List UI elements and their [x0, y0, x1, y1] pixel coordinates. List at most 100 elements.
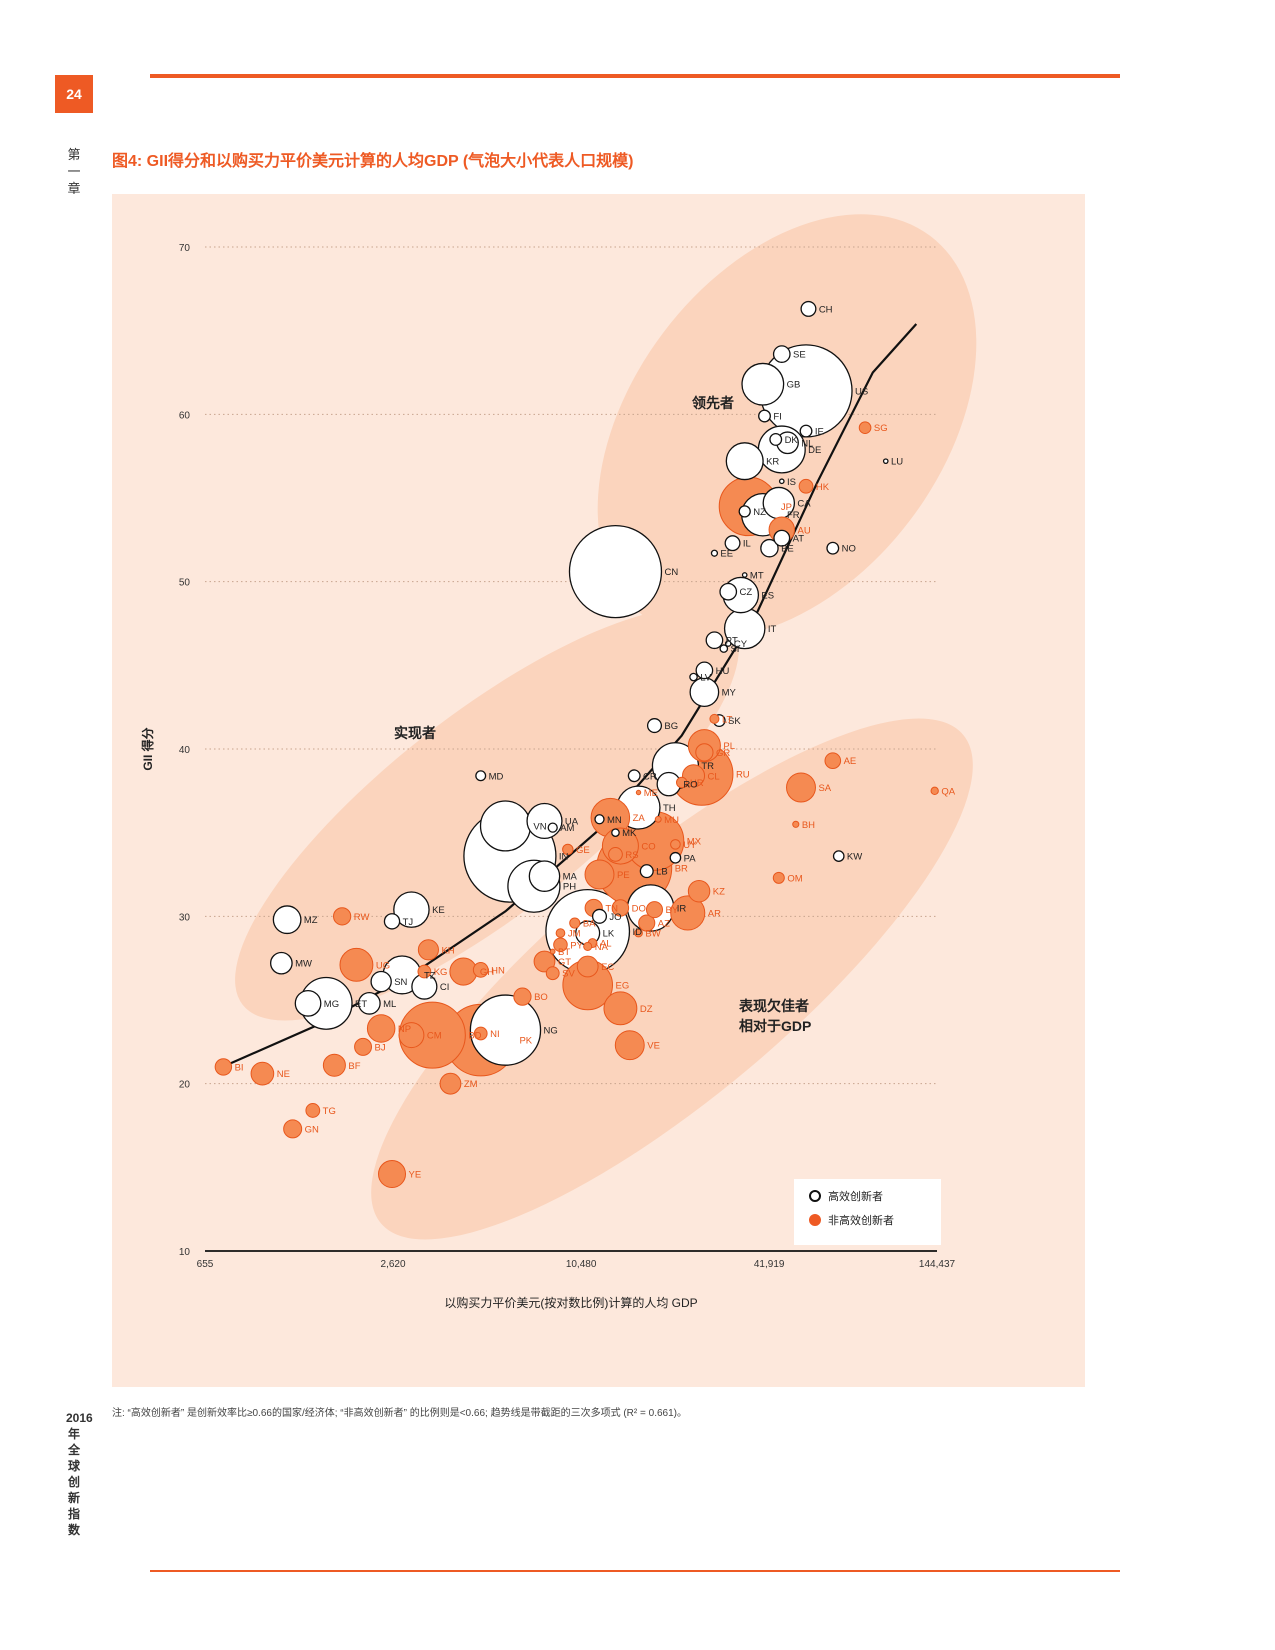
bubble-label-nl: NL: [801, 438, 813, 449]
bubble-label-pl: PL: [723, 741, 735, 752]
bubble-cr: [627, 769, 641, 783]
bubble-label-kg: KG: [434, 967, 448, 978]
bubble-label-bi: BI: [235, 1062, 244, 1073]
bubble-is: [778, 478, 785, 485]
bubble-kr: [725, 442, 764, 481]
bubble-ve: [614, 1030, 645, 1061]
bubble-ie: [799, 424, 813, 438]
bubble-label-cr: CR: [643, 771, 657, 782]
bubble-az: [638, 914, 656, 932]
y-tick-label: 10: [179, 1247, 191, 1258]
bubble-label-ca: CA: [797, 499, 811, 510]
bubble-kh: [417, 939, 439, 961]
bubble-bw: [634, 928, 643, 938]
bubble-label-mg: MG: [324, 999, 339, 1010]
bubble-label-kr: KR: [766, 457, 779, 468]
bubble-kw: [832, 850, 845, 862]
bubble-se: [772, 345, 791, 363]
bubble-label-by: BY: [666, 905, 679, 916]
bubble-label-bj: BJ: [375, 1042, 386, 1053]
bubble-label-om: OM: [787, 873, 802, 884]
bubble-dz: [603, 991, 638, 1026]
bubble-mk: [611, 828, 620, 837]
bubble-label-br: BR: [675, 863, 688, 874]
bubble-label-ar: AR: [708, 908, 721, 919]
ellipse-underperformers: [371, 718, 973, 1240]
bubble-mt: [741, 572, 748, 578]
bubble-ml: [357, 991, 381, 1015]
bubble-label-uy: UY: [683, 840, 697, 851]
bubble-fi: [758, 409, 771, 423]
bubble-label-na: NA: [595, 942, 609, 953]
bubble-bf: [322, 1053, 346, 1077]
bubble-label-dk: DK: [785, 435, 799, 446]
figure-note: 注: “高效创新者” 是创新效率比≥0.66的国家/经济体; “非高效创新者” …: [112, 1408, 687, 1419]
bubble-label-si: SI: [730, 644, 739, 655]
bubble-lt: [709, 713, 720, 724]
bubble-label-bw: BW: [645, 929, 660, 940]
bubble-label-sk: SK: [728, 716, 741, 727]
bubble-label-ba: BA: [583, 919, 596, 930]
bubble-label-ci: CI: [440, 982, 450, 993]
bubble-label-gn: GN: [305, 1124, 319, 1135]
bubble-tj: [383, 913, 401, 930]
bubble-label-az: AZ: [658, 919, 670, 930]
bubble-cy: [724, 640, 732, 647]
y-tick-label: 60: [179, 410, 191, 421]
bubble-il: [724, 535, 741, 552]
bubble-qa: [930, 786, 939, 796]
bubble-label-kh: KH: [441, 945, 454, 956]
bubble-bj: [354, 1037, 373, 1056]
bubble-label-gb: GB: [787, 380, 801, 391]
bubble-label-gh: GH: [480, 967, 494, 978]
legend-marker-efficient: [809, 1190, 821, 1202]
bubble-ye: [378, 1160, 407, 1189]
bubble-label-za: ZA: [633, 813, 646, 824]
bubble-label-lu: LU: [891, 457, 903, 468]
x-axis-title: 以购买力平价美元(按对数比例)计算的人均 GDP: [444, 1295, 697, 1310]
bubble-label-hn: HN: [491, 965, 505, 976]
bubble-label-jp: JP: [781, 502, 792, 513]
bubble-ke: [393, 891, 430, 928]
bubble-bi: [214, 1058, 233, 1076]
bubble-label-se: SE: [793, 350, 806, 361]
scatter-chart: 10 20 30 40 50 60 70 655 2,620 10,480 41,919 144,4…: [140, 214, 977, 1310]
bubble-label-mt: MT: [750, 570, 764, 581]
bubble-label-ch: CH: [819, 304, 833, 315]
bubble-label-bh: BH: [802, 820, 815, 831]
bubble-label-tg: TG: [323, 1106, 336, 1117]
bubble-label-ne: NE: [277, 1069, 290, 1080]
bubble-label-id: ID: [632, 927, 642, 938]
legend-marker-non-efficient: [809, 1214, 821, 1226]
bubble-label-is: IS: [787, 477, 796, 488]
bubble-label-mn: MN: [607, 815, 622, 826]
bubble-label-np: NP: [398, 1024, 411, 1035]
bubble-label-pk: PK: [519, 1036, 532, 1047]
y-tick-label: 70: [179, 243, 191, 254]
bubble-rw: [333, 907, 352, 926]
bubble-label-ye: YE: [409, 1170, 422, 1181]
bubble-label-ec: EC: [601, 962, 614, 973]
bubble-label-ng: NG: [544, 1026, 558, 1037]
bubble-label-bd: BD: [468, 1031, 481, 1042]
bubble-label-lb: LB: [656, 867, 668, 878]
bubble-gb: [741, 362, 785, 406]
bubble-ni: [473, 1026, 488, 1041]
bubble-label-lt: LT: [722, 714, 733, 725]
legend-box: [794, 1179, 941, 1245]
bubble-label-ie: IE: [815, 427, 824, 438]
bubble-label-mu: MU: [664, 815, 679, 826]
bubble-label-ge: GE: [576, 845, 590, 856]
bubble-label-hk: HK: [816, 482, 830, 493]
bubble-md: [475, 770, 487, 782]
bubble-label-cn: CN: [664, 567, 678, 578]
bubble-label-tz: TZ: [424, 970, 436, 981]
bubble-label-jm: JM: [568, 929, 581, 940]
bubble-label-ae: AE: [844, 756, 857, 767]
bubble-jm: [555, 928, 566, 938]
bubble-mn: [594, 814, 605, 825]
bubble-label-cz: CZ: [739, 587, 752, 598]
bubble-label-au: AU: [798, 525, 811, 536]
bubble-label-sg: SG: [874, 423, 888, 434]
bubble-gn: [283, 1119, 303, 1139]
